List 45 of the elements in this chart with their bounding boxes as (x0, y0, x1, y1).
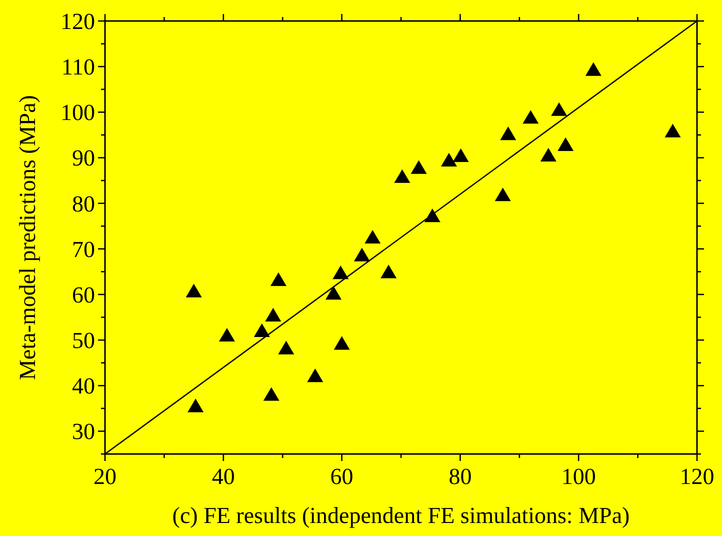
point (500, 126, 516, 140)
y-tick-label: 80 (72, 191, 95, 216)
point (540, 148, 556, 162)
y-tick-label: 90 (72, 146, 95, 171)
y-tick-label: 70 (72, 236, 95, 262)
point (380, 264, 397, 278)
point (263, 387, 280, 401)
point (278, 340, 294, 354)
point (452, 148, 469, 162)
point (664, 124, 681, 138)
point (551, 102, 568, 116)
point (394, 169, 410, 183)
y-tick-label: 50 (72, 328, 95, 354)
point (522, 110, 539, 124)
y-tick-label: 40 (72, 374, 95, 399)
y-tick-label: 110 (61, 54, 95, 80)
y-tick-label: 30 (72, 419, 95, 444)
point (326, 286, 342, 300)
point (186, 284, 202, 298)
point (354, 248, 370, 262)
y-tick-label: 60 (72, 282, 95, 308)
point (332, 266, 349, 280)
point (307, 368, 324, 382)
y-tick-label: 120 (60, 9, 95, 34)
x-tick-label: 20 (94, 464, 116, 489)
point (218, 328, 235, 342)
point (334, 336, 350, 350)
point (265, 308, 282, 322)
x-tick-label: 80 (448, 464, 472, 489)
point (558, 137, 574, 152)
x-tick-label: 60 (330, 464, 354, 489)
y-tick-label: 100 (60, 100, 95, 126)
x-tick-label: 40 (212, 464, 235, 489)
point (585, 62, 602, 76)
y-axis-title: Meta-model predictions (MPa) (15, 95, 40, 380)
point (410, 160, 427, 174)
point (270, 272, 286, 286)
x-tick-label: 120 (680, 464, 714, 489)
x-axis-title: (c) FE results (independent FE simulations: MPa) (172, 503, 630, 528)
point (364, 230, 381, 244)
point (440, 152, 457, 167)
point (494, 188, 511, 202)
x-tick-label: 100 (561, 464, 596, 489)
point (188, 398, 204, 412)
point (254, 323, 270, 337)
